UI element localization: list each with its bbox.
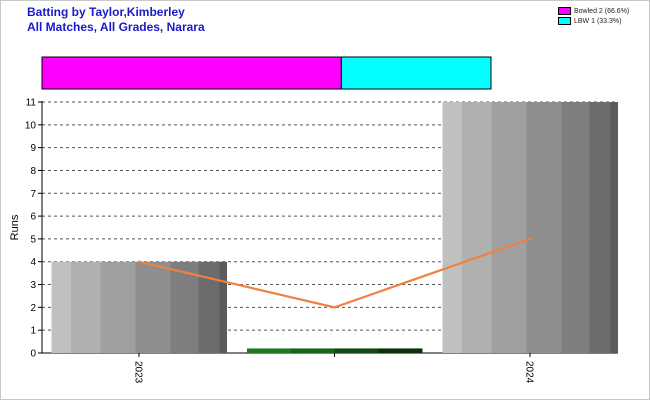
chart-title-block: Batting by Taylor,Kimberley All Matches,…	[27, 5, 205, 35]
x-tick-label-2023: 2023	[133, 361, 144, 384]
bar-2023-band-5	[198, 261, 220, 353]
y-tick-label-6: 6	[30, 212, 36, 223]
bar-2023-band-1	[70, 261, 101, 353]
bar-1-band-3	[378, 348, 423, 353]
y-tick-label-8: 8	[30, 166, 36, 177]
bar-2024-band-0	[442, 102, 463, 353]
chart-subtitle: All Matches, All Grades, Narara	[27, 20, 205, 34]
legend-label-bowled: Bowled 2 (66.6%)	[574, 7, 630, 15]
trend-point-1	[333, 306, 336, 309]
legend-swatch-bowled	[558, 7, 571, 15]
bar-2023-band-3	[135, 261, 171, 353]
bar-2023-band-0	[51, 261, 72, 353]
legend-item-bowled: Bowled 2 (66.6%)	[558, 6, 629, 16]
y-tick-label-9: 9	[30, 143, 36, 154]
bar-2024-band-2	[491, 102, 527, 353]
legend-item-lbw: LBW 1 (33.3%)	[558, 16, 629, 26]
bar-1-band-2	[334, 348, 379, 353]
y-tick-label-10: 10	[25, 120, 37, 131]
bar-2024-band-6	[610, 102, 618, 353]
bar-2023-band-6	[219, 261, 227, 353]
y-tick-label-1: 1	[30, 326, 36, 337]
legend: Bowled 2 (66.6%) LBW 1 (33.3%)	[558, 6, 629, 26]
legend-label-lbw: LBW 1 (33.3%)	[574, 17, 622, 25]
dismissal-segment-bowled	[41, 56, 342, 90]
bar-2024-band-5	[589, 102, 611, 353]
x-tick-label-2024: 2024	[524, 361, 535, 384]
y-tick-label-4: 4	[30, 257, 36, 268]
y-tick-label-3: 3	[30, 280, 36, 291]
bar-2024-band-4	[561, 102, 590, 353]
bar-1-band-1	[290, 348, 335, 353]
legend-swatch-lbw	[558, 17, 571, 25]
y-tick-label-0: 0	[30, 349, 36, 360]
bar-2023-band-4	[170, 261, 199, 353]
trend-point-0	[137, 260, 141, 263]
y-tick-label-5: 5	[30, 234, 36, 245]
y-tick-label-7: 7	[30, 189, 36, 200]
dismissal-segment-lbw	[340, 56, 492, 90]
trend-point-2	[528, 237, 532, 241]
y-axis-label: Runs	[9, 214, 21, 240]
bar-2024-band-3	[526, 102, 562, 353]
y-tick-label-2: 2	[30, 303, 36, 314]
y-tick-label-11: 11	[26, 98, 37, 109]
bar-2024-band-1	[461, 102, 492, 353]
bar-1-band-0	[247, 348, 292, 353]
bar-2023-band-2	[100, 261, 136, 353]
chart-title: Batting by Taylor,Kimberley	[27, 5, 185, 19]
